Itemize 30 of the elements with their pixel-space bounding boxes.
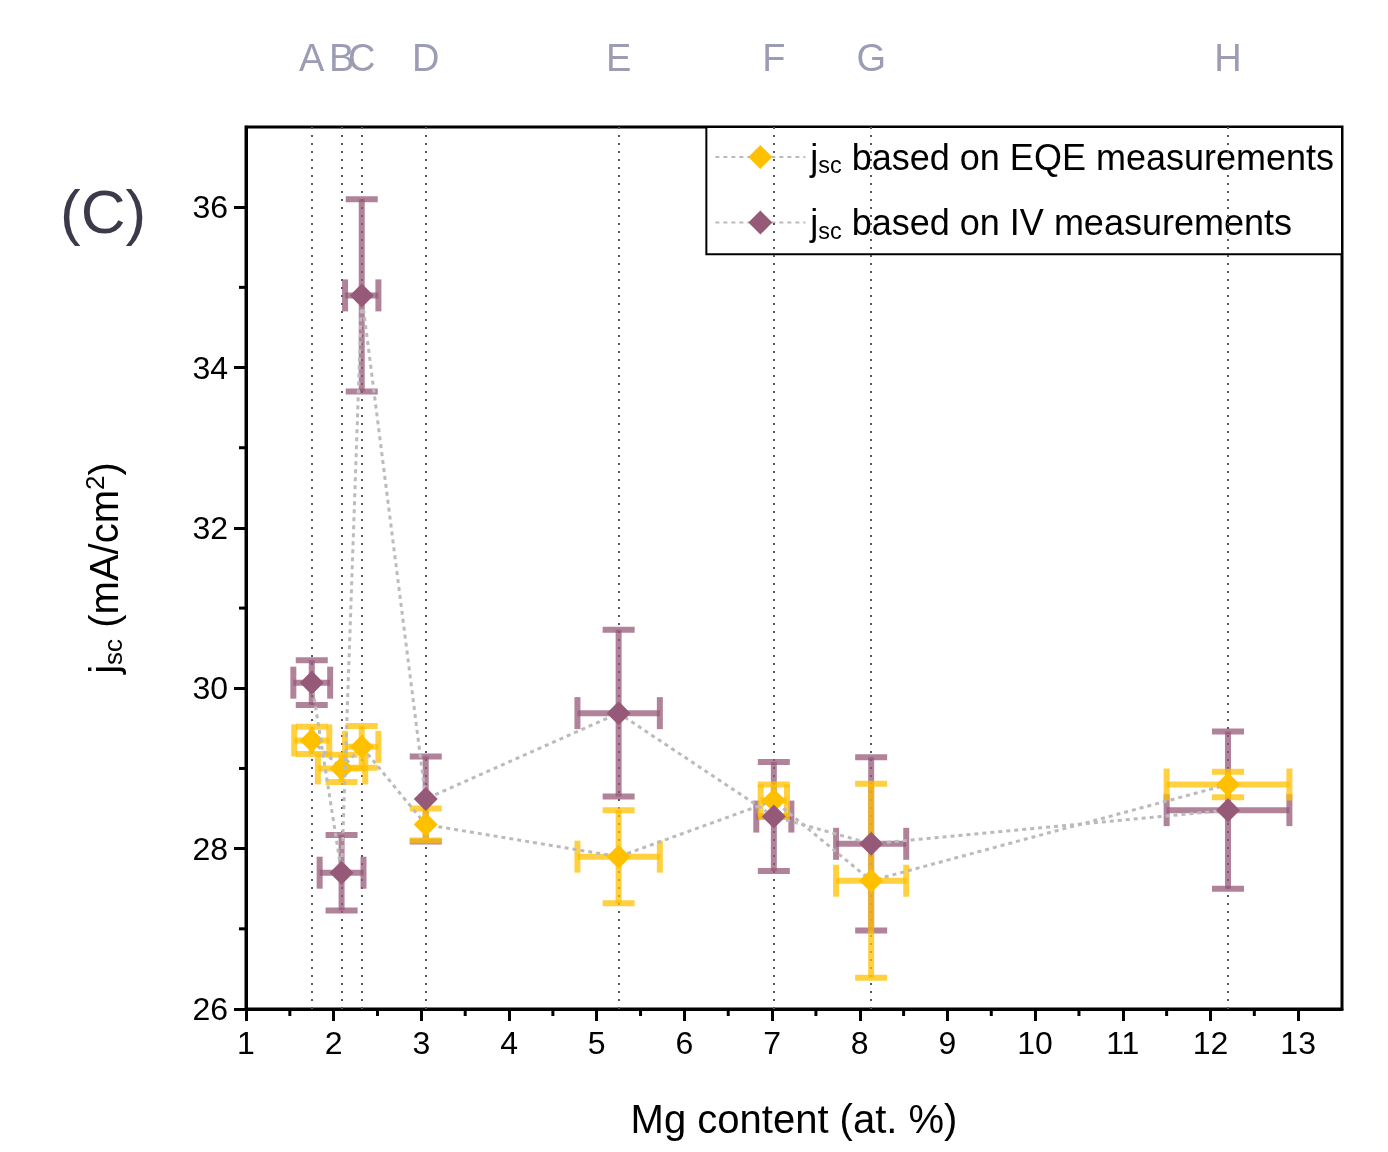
- x-tick-label: 8: [850, 1025, 869, 1061]
- ref-line-label: F: [762, 37, 786, 79]
- y-tick-label: 28: [192, 830, 228, 867]
- x-tick-label: 4: [500, 1025, 518, 1061]
- x-tick-label: 9: [938, 1025, 957, 1061]
- y-tick-label: 36: [192, 189, 228, 226]
- y-tick-label: 32: [192, 509, 228, 546]
- x-tick-label: 2: [324, 1025, 343, 1061]
- x-tick-label: 10: [1017, 1025, 1053, 1061]
- ref-line-label: D: [412, 37, 440, 79]
- ref-line-label: H: [1214, 37, 1242, 79]
- legend-label: jsc based on EQE measurements: [809, 136, 1335, 179]
- x-tick-label: 11: [1106, 1025, 1140, 1061]
- x-tick-label: 7: [763, 1025, 781, 1061]
- x-tick-label: 3: [412, 1025, 431, 1061]
- ref-line-label: G: [856, 37, 886, 79]
- y-tick-label: 30: [192, 670, 228, 707]
- x-tick-label: 6: [675, 1025, 694, 1061]
- y-tick-label: 34: [192, 349, 228, 386]
- legend-label: jsc based on IV measurements: [809, 202, 1292, 244]
- ref-line-label: A: [299, 37, 326, 79]
- x-tick-label: 13: [1280, 1025, 1316, 1061]
- x-axis-title: Mg content (at. %): [630, 1097, 958, 1141]
- x-tick-label: 12: [1192, 1025, 1229, 1061]
- x-tick-label: 1: [237, 1025, 255, 1061]
- ref-line-label: E: [605, 37, 632, 79]
- text: (C): [60, 176, 147, 246]
- y-tick-label: 26: [192, 991, 228, 1027]
- x-tick-label: 5: [587, 1025, 606, 1061]
- y-axis-title: jsc (mA/cm2): [80, 462, 128, 675]
